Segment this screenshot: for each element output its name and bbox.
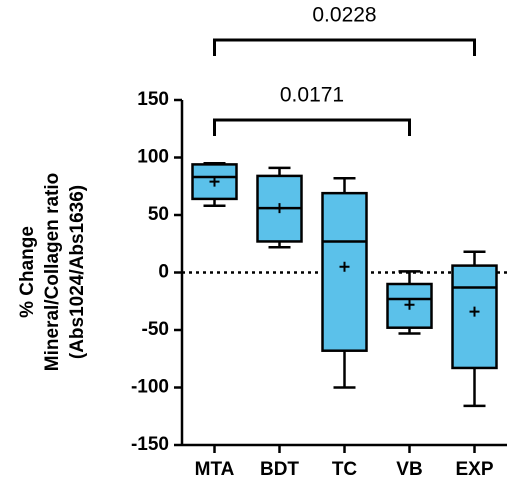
significance-bracket bbox=[213, 118, 411, 136]
y-axis-label: % Change bbox=[17, 226, 38, 318]
x-tick-label: VB bbox=[396, 459, 422, 480]
x-tick-label: TC bbox=[332, 459, 358, 480]
x-tick-label: MTA bbox=[195, 459, 235, 480]
y-tick-label: -100 bbox=[131, 377, 169, 398]
box bbox=[451, 264, 498, 370]
mean-marker bbox=[274, 203, 285, 214]
box bbox=[321, 191, 368, 352]
mean-marker bbox=[469, 306, 480, 317]
mean-marker bbox=[339, 261, 350, 272]
mean-marker bbox=[209, 176, 220, 187]
y-tick-label: 0 bbox=[158, 262, 169, 283]
annotation: 0.0171 bbox=[280, 84, 344, 107]
y-tick-label: 100 bbox=[137, 147, 169, 168]
x-tick-label: BDT bbox=[260, 459, 299, 480]
y-axis-label: Mineral/Collagen ratio bbox=[42, 173, 63, 371]
y-tick-label: -150 bbox=[131, 434, 169, 455]
y-tick-label: 50 bbox=[148, 204, 169, 225]
y-tick-label: -50 bbox=[142, 319, 169, 340]
x-tick-label: EXP bbox=[455, 459, 493, 480]
y-axis-label: (Abs1024/Abs1636) bbox=[67, 185, 88, 359]
annotation: 0.0228 bbox=[312, 4, 376, 27]
mean-marker bbox=[404, 299, 415, 310]
y-tick-label: 150 bbox=[137, 89, 169, 110]
significance-bracket bbox=[213, 38, 476, 56]
